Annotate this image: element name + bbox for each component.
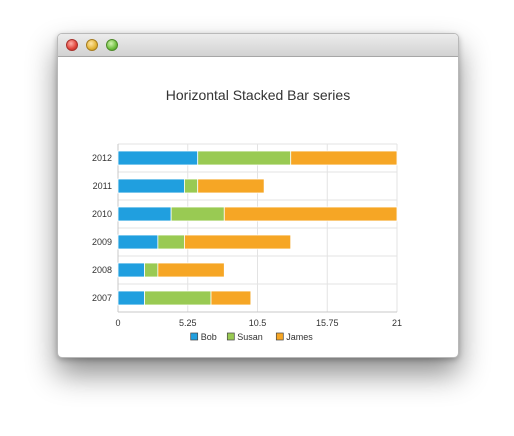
bar-susan-2009	[157, 234, 185, 250]
bar-susan-2008	[144, 262, 159, 278]
y-tick-label: 2012	[92, 153, 112, 163]
bar-bob-2008	[117, 262, 145, 278]
x-tick-label: 5.25	[179, 318, 197, 328]
bar-bob-2009	[117, 234, 159, 250]
bar-susan-2011	[184, 178, 199, 194]
chart-title: Horizontal Stacked Bar series	[166, 87, 350, 103]
bar-james-2008	[157, 262, 225, 278]
bar-bob-2010	[117, 206, 172, 222]
chart: Horizontal Stacked Bar series 0 5.25 10.5 1…	[92, 87, 402, 342]
bar-james-2012	[290, 150, 398, 166]
legend: Bob Susan James	[190, 332, 313, 342]
bar-james-2010	[223, 206, 398, 222]
legend-swatch-susan	[226, 332, 235, 341]
bar-susan-2010	[170, 206, 225, 222]
zoom-icon[interactable]	[106, 39, 118, 51]
title-bar	[58, 34, 458, 57]
y-tick-label: 2011	[93, 181, 112, 191]
y-tick-label: 2007	[92, 293, 112, 303]
legend-label-bob: Bob	[201, 332, 217, 342]
y-tick-label: 2010	[92, 209, 112, 219]
close-icon[interactable]	[66, 39, 78, 51]
y-tick-label: 2009	[92, 237, 112, 247]
legend-swatch-bob	[190, 332, 199, 341]
bar-bob-2012	[117, 150, 199, 166]
app-window: Horizontal Stacked Bar series 0 5.25 10.5 1…	[57, 33, 459, 358]
x-tick-label: 10.5	[249, 318, 267, 328]
legend-swatch-james	[275, 332, 284, 341]
x-tick-label: 0	[115, 318, 120, 328]
bar-bob-2011	[117, 178, 185, 194]
legend-label-james: James	[286, 332, 313, 342]
bar-susan-2012	[197, 150, 292, 166]
bar-james-2007	[210, 290, 252, 306]
legend-label-susan: Susan	[237, 332, 263, 342]
plot-area: 0 5.25 10.5 15.75 21 2007 2008 2009 2010 2011 2012	[92, 143, 402, 328]
x-tick-label: 15.75	[316, 318, 339, 328]
bar-susan-2007	[144, 290, 212, 306]
minimize-icon[interactable]	[86, 39, 98, 51]
x-tick-label: 21	[392, 318, 402, 328]
bar-james-2009	[184, 234, 292, 250]
bar-james-2011	[197, 178, 265, 194]
bar-bob-2007	[117, 290, 145, 306]
y-tick-label: 2008	[92, 265, 112, 275]
